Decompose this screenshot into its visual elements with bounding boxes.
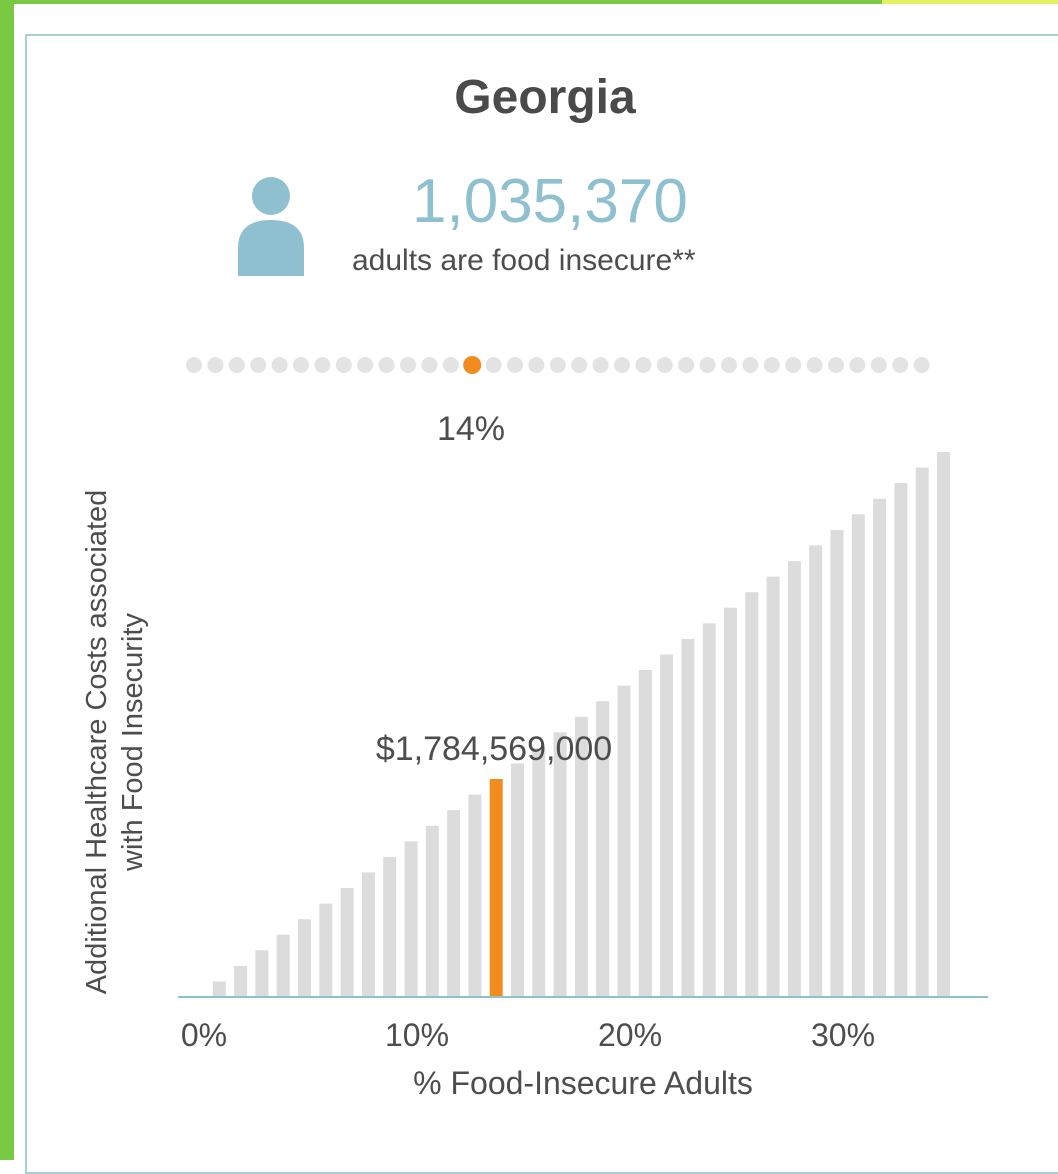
bar[interactable] (851, 514, 865, 997)
bar[interactable] (596, 701, 610, 997)
slider-value-label: 14% (437, 410, 505, 448)
slider-dot[interactable] (571, 357, 588, 373)
slider-dot[interactable] (635, 357, 652, 373)
slider-dot[interactable] (806, 357, 823, 373)
frame-left (0, 0, 14, 1160)
bar[interactable] (383, 856, 397, 997)
slider-dot[interactable] (378, 357, 395, 373)
slider-dot[interactable] (699, 357, 716, 373)
bar[interactable] (532, 748, 546, 997)
bar[interactable] (915, 467, 929, 998)
bar[interactable] (937, 452, 950, 997)
person-icon (238, 177, 304, 276)
slider-dot[interactable] (614, 357, 630, 373)
slider-dot[interactable] (721, 357, 737, 373)
bar[interactable] (787, 561, 801, 997)
bar[interactable] (276, 934, 290, 997)
slider-dot[interactable] (528, 357, 545, 373)
bar[interactable] (553, 732, 567, 997)
slider-dot[interactable] (849, 357, 866, 373)
bar-series (212, 452, 950, 998)
bar[interactable] (809, 545, 823, 997)
page-title: Georgia (454, 71, 636, 124)
y-axis-label-line-1: Additional Healthcare Costs associated (81, 490, 113, 995)
bar[interactable] (660, 654, 674, 998)
slider-dot[interactable] (592, 357, 609, 373)
bar[interactable] (681, 638, 695, 997)
x-tick-label: 10% (385, 1017, 449, 1053)
slider-dot[interactable] (870, 357, 887, 373)
slider-dot[interactable] (507, 357, 523, 373)
bar[interactable] (255, 950, 269, 997)
y-axis-label-line-2: with Food Insecurity (117, 613, 149, 872)
slider-dot[interactable] (742, 357, 759, 373)
bar[interactable] (361, 872, 375, 997)
bar[interactable] (298, 919, 311, 997)
bar[interactable] (745, 592, 759, 997)
x-axis-ticks: 0% 10% 20% 30% (181, 1017, 875, 1053)
slider-dot[interactable] (656, 357, 673, 373)
slider-dot[interactable] (549, 357, 566, 373)
count-caption: adults are food insecure** (352, 244, 696, 277)
bar[interactable] (447, 810, 461, 997)
bar[interactable] (638, 670, 652, 997)
slider-dot[interactable] (892, 357, 909, 373)
slider-dot-selected[interactable] (463, 356, 482, 374)
bar[interactable] (617, 685, 631, 997)
slider-dot[interactable] (250, 357, 267, 373)
bar-highlighted[interactable] (489, 779, 503, 997)
slider-dot[interactable] (335, 357, 352, 373)
slider-dot[interactable] (913, 357, 930, 373)
slider-dot[interactable] (485, 357, 502, 373)
slider-dot[interactable] (763, 357, 780, 373)
bar[interactable] (830, 529, 844, 997)
x-axis-label: % Food-Insecure Adults (413, 1065, 753, 1101)
slider-dot[interactable] (314, 357, 331, 373)
slider-dot[interactable] (207, 357, 224, 373)
slider-dot[interactable] (828, 357, 844, 373)
bar[interactable] (212, 981, 226, 998)
bar[interactable] (319, 903, 333, 997)
bar[interactable] (468, 794, 482, 997)
slider-dot[interactable] (186, 357, 202, 373)
x-tick-label: 20% (598, 1017, 662, 1053)
percent-slider[interactable] (186, 356, 930, 374)
bar[interactable] (574, 716, 588, 997)
slider-dot[interactable] (442, 357, 459, 373)
bar[interactable] (702, 623, 716, 997)
slider-dot[interactable] (271, 357, 288, 373)
bar[interactable] (404, 841, 418, 997)
bar[interactable] (234, 965, 248, 997)
slider-dot[interactable] (228, 357, 245, 373)
slider-dot[interactable] (357, 357, 374, 373)
bar[interactable] (873, 498, 887, 997)
highlight-data-label: $1,784,569,000 (376, 730, 612, 768)
slider-dot[interactable] (678, 357, 695, 373)
slider-dot[interactable] (293, 357, 309, 373)
frame-top-accent (882, 0, 1058, 4)
bar[interactable] (340, 888, 354, 997)
bar[interactable] (425, 825, 439, 997)
bar[interactable] (724, 607, 737, 997)
food-insecure-count: 1,035,370 (412, 167, 688, 236)
slider-dot[interactable] (785, 357, 802, 373)
slider-dot[interactable] (400, 357, 416, 373)
frame-top (0, 0, 882, 4)
x-tick-label: 30% (811, 1017, 875, 1053)
x-tick-label: 0% (181, 1017, 227, 1053)
bar[interactable] (766, 576, 780, 997)
bar[interactable] (894, 483, 908, 998)
slider-dot[interactable] (421, 357, 438, 373)
bar[interactable] (511, 763, 524, 998)
